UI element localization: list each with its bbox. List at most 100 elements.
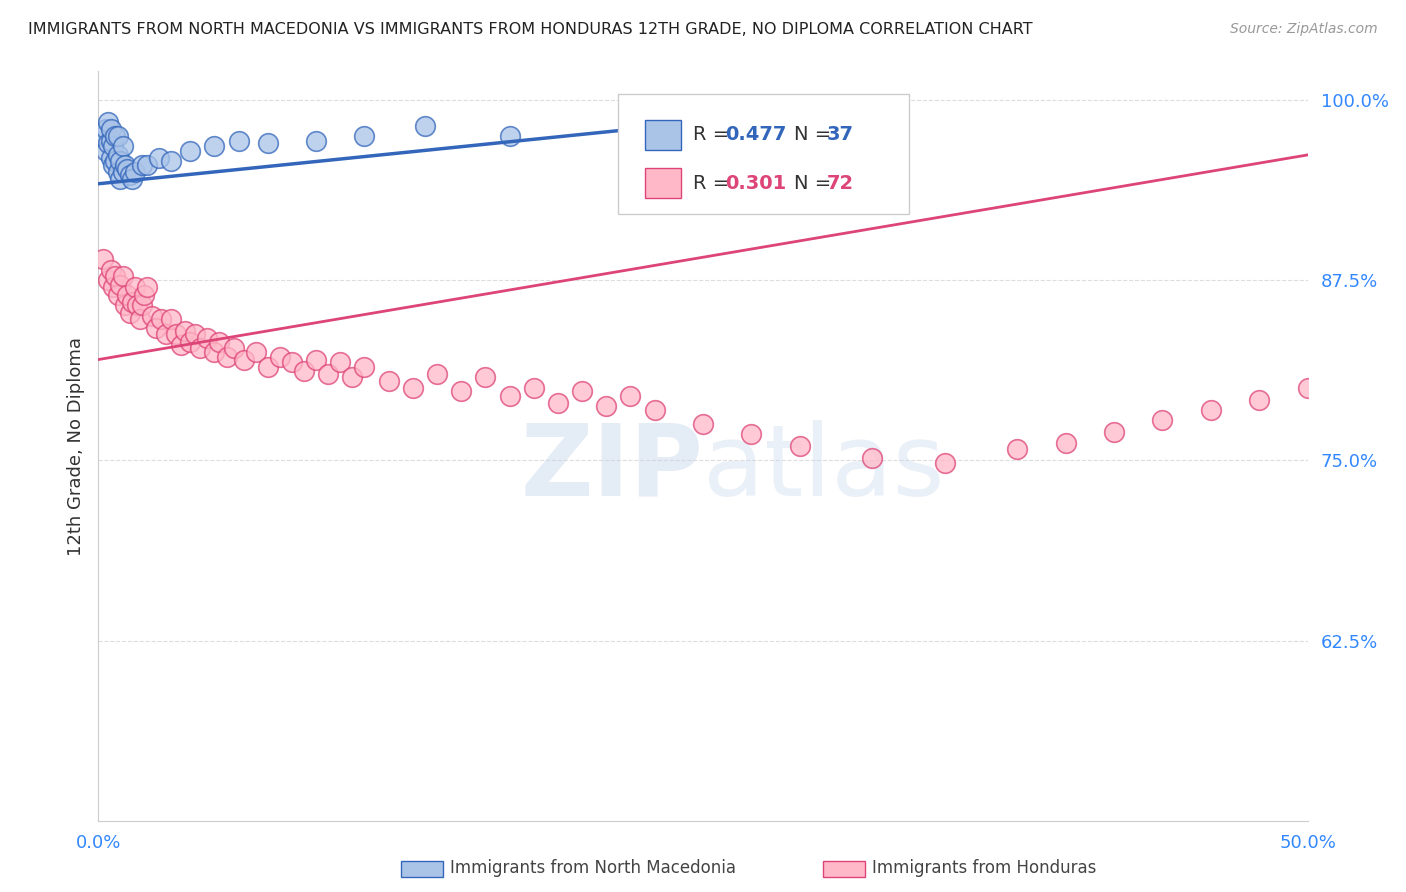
Point	[100, 134, 122, 148]
Point	[426, 367, 449, 381]
Point	[256, 359, 278, 374]
Point	[118, 306, 141, 320]
Point	[377, 374, 399, 388]
Text: Immigrants from Honduras: Immigrants from Honduras	[872, 859, 1097, 877]
Point	[100, 122, 122, 136]
Point	[104, 268, 127, 283]
Point	[1102, 425, 1125, 439]
FancyBboxPatch shape	[645, 120, 682, 150]
Point	[789, 439, 811, 453]
Point	[124, 165, 146, 179]
Point	[97, 115, 120, 129]
FancyBboxPatch shape	[645, 169, 682, 198]
Point	[934, 456, 956, 470]
Text: 0.477: 0.477	[724, 126, 786, 145]
Point	[160, 153, 183, 168]
Text: Source: ZipAtlas.com: Source: ZipAtlas.com	[1230, 22, 1378, 37]
Point	[134, 287, 156, 301]
Point	[547, 396, 569, 410]
FancyBboxPatch shape	[619, 94, 908, 214]
Point	[107, 148, 129, 162]
Point	[135, 158, 157, 172]
Point	[595, 399, 617, 413]
Point	[179, 335, 201, 350]
Point	[100, 151, 122, 165]
Point	[498, 129, 520, 144]
Point	[281, 355, 304, 369]
Point	[692, 417, 714, 432]
Point	[1249, 392, 1271, 407]
Text: R =: R =	[693, 174, 735, 193]
Point	[305, 352, 328, 367]
Point	[107, 287, 129, 301]
Text: R =: R =	[693, 126, 735, 145]
Point	[107, 165, 129, 179]
Point	[97, 136, 120, 151]
Text: Immigrants from North Macedonia: Immigrants from North Macedonia	[450, 859, 735, 877]
Point	[292, 364, 315, 378]
Point	[108, 277, 131, 292]
Text: 37: 37	[827, 126, 853, 145]
Point	[91, 129, 114, 144]
Point	[111, 165, 134, 179]
Point	[169, 338, 191, 352]
Point	[228, 134, 250, 148]
Point	[450, 384, 472, 399]
Point	[117, 162, 139, 177]
Point	[692, 119, 714, 133]
Point	[305, 134, 328, 148]
Point	[148, 151, 170, 165]
Point	[413, 119, 436, 133]
Point	[97, 273, 120, 287]
Point	[184, 326, 207, 341]
Point	[111, 139, 134, 153]
Point	[860, 450, 883, 465]
Text: N =: N =	[793, 126, 837, 145]
Point	[204, 345, 226, 359]
Point	[128, 312, 150, 326]
Point	[160, 312, 183, 326]
Point	[222, 341, 245, 355]
Text: IMMIGRANTS FROM NORTH MACEDONIA VS IMMIGRANTS FROM HONDURAS 12TH GRADE, NO DIPLO: IMMIGRANTS FROM NORTH MACEDONIA VS IMMIG…	[28, 22, 1033, 37]
Point	[1296, 381, 1319, 395]
Point	[174, 324, 197, 338]
Point	[195, 331, 218, 345]
Point	[101, 158, 124, 172]
Point	[204, 139, 226, 153]
Point	[619, 388, 641, 402]
Point	[353, 359, 375, 374]
Point	[94, 144, 117, 158]
Point	[353, 129, 375, 144]
Point	[740, 427, 762, 442]
Point	[131, 158, 153, 172]
Point	[644, 403, 666, 417]
Point	[131, 298, 153, 312]
Point	[474, 369, 496, 384]
Point	[101, 280, 124, 294]
Point	[1054, 436, 1077, 450]
Point	[245, 345, 267, 359]
Point	[215, 350, 238, 364]
Point	[1199, 403, 1222, 417]
Point	[111, 268, 134, 283]
Point	[108, 172, 131, 186]
Point	[165, 326, 187, 341]
Point	[114, 298, 136, 312]
Point	[150, 312, 173, 326]
Point	[232, 352, 254, 367]
Point	[208, 335, 231, 350]
Text: 0.301: 0.301	[724, 174, 786, 193]
Text: atlas: atlas	[703, 420, 945, 517]
Point	[1152, 413, 1174, 427]
Point	[127, 298, 149, 312]
Point	[104, 153, 127, 168]
Point	[523, 381, 546, 395]
Point	[155, 326, 177, 341]
Y-axis label: 12th Grade, No Diploma: 12th Grade, No Diploma	[66, 336, 84, 556]
Point	[141, 310, 163, 324]
Text: 72: 72	[827, 174, 853, 193]
Point	[1344, 369, 1367, 384]
Point	[104, 129, 127, 144]
Point	[1007, 442, 1029, 456]
Point	[117, 287, 139, 301]
